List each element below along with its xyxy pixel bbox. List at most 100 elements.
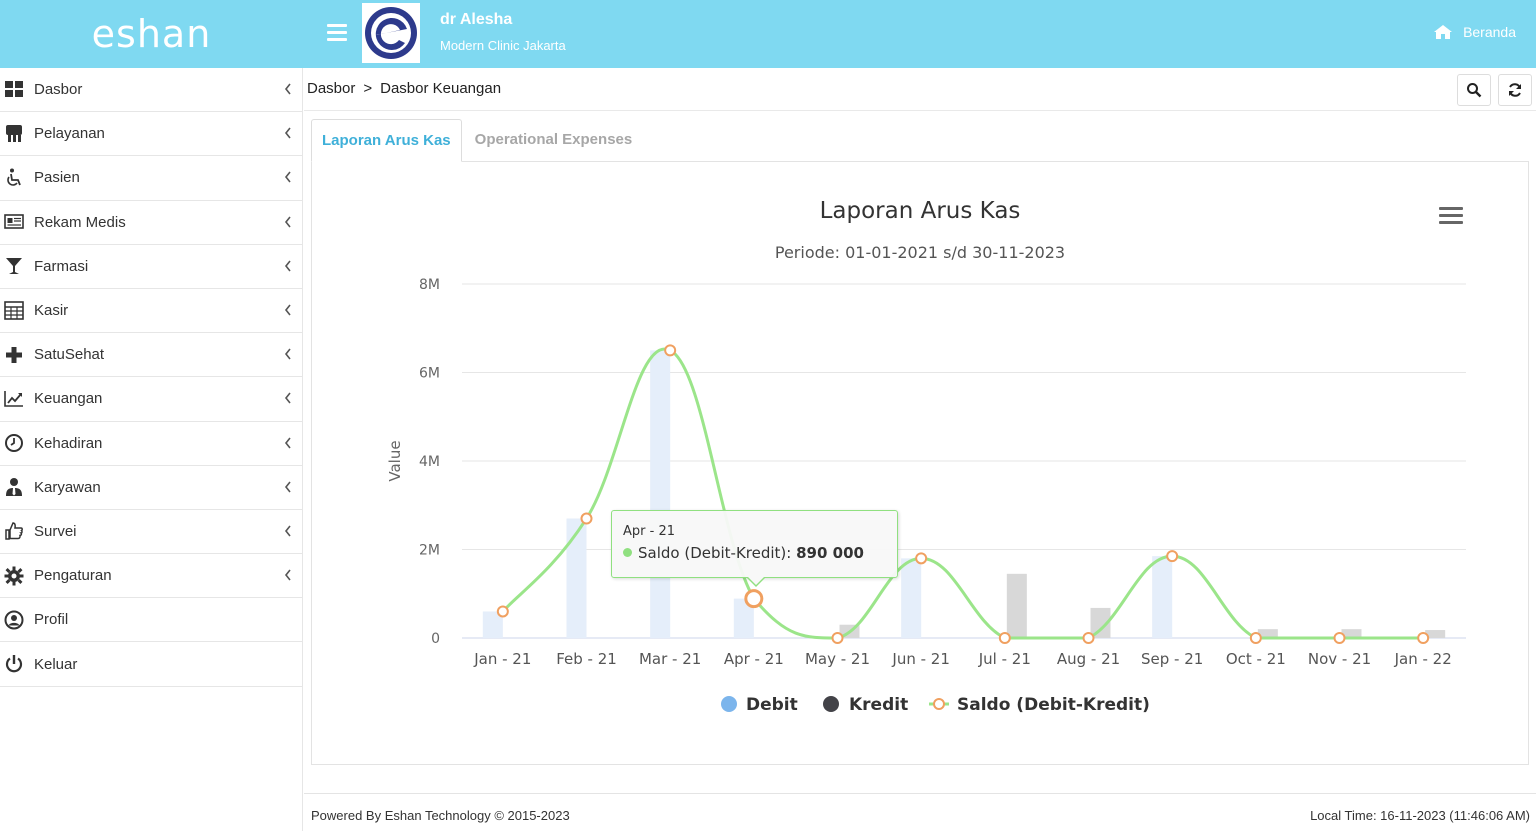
sidebar-item-label: Dasbor bbox=[34, 81, 83, 99]
sidebar-item-dasbor[interactable]: Dasbor bbox=[0, 68, 302, 113]
dashboard-icon bbox=[0, 80, 34, 100]
chevron-left-icon bbox=[284, 348, 291, 360]
bar-debit bbox=[733, 598, 754, 638]
chevron-left-icon bbox=[284, 83, 291, 95]
home-label: Beranda bbox=[1463, 24, 1516, 40]
tooltip-series-dot bbox=[623, 548, 632, 557]
footer-copyright: Powered By Eshan Technology © 2015-2023 bbox=[311, 808, 570, 823]
y-tick-label: 6M bbox=[419, 366, 440, 382]
line-chart-icon bbox=[0, 389, 34, 409]
bar-kredit bbox=[1006, 573, 1027, 638]
brand-logo[interactable]: eshan bbox=[91, 12, 212, 56]
chart-subtitle: Periode: 01-01-2021 s/d 30-11-2023 bbox=[775, 243, 1065, 262]
sidebar-item-keuangan[interactable]: Keuangan bbox=[0, 377, 302, 422]
home-link[interactable]: Beranda bbox=[1433, 24, 1516, 40]
sidebar-item-rekam-medis[interactable]: Rekam Medis bbox=[0, 201, 302, 245]
wheelchair-icon bbox=[0, 168, 34, 188]
chevron-left-icon bbox=[284, 525, 291, 537]
search-icon bbox=[1467, 83, 1482, 98]
service-icon bbox=[0, 124, 34, 144]
x-tick-label: Apr - 21 bbox=[724, 650, 784, 668]
x-tick-label: May - 21 bbox=[805, 650, 870, 668]
x-tick-label: Sep - 21 bbox=[1141, 650, 1203, 668]
x-tick-label: Feb - 21 bbox=[556, 650, 617, 668]
x-tick-label: Mar - 21 bbox=[639, 650, 701, 668]
chevron-left-icon bbox=[284, 216, 291, 228]
sidebar-item-kehadiran[interactable]: Kehadiran bbox=[0, 422, 302, 466]
sidebar-item-keluar[interactable]: Keluar bbox=[0, 642, 302, 687]
saldo-point bbox=[1082, 632, 1095, 644]
sidebar-item-survei[interactable]: Survei bbox=[0, 510, 302, 555]
legend-kredit-label: Kredit bbox=[849, 695, 908, 715]
saldo-point bbox=[1417, 632, 1430, 644]
x-tick-label: Nov - 21 bbox=[1308, 650, 1371, 668]
tab-laporan-arus-kas[interactable]: Laporan Arus Kas bbox=[311, 119, 462, 162]
y-tick-label: 4M bbox=[419, 454, 440, 470]
user-tie-icon bbox=[0, 477, 34, 497]
sidebar-item-label: Kasir bbox=[34, 302, 69, 320]
bar-kredit bbox=[1341, 629, 1362, 638]
footer-local-time: Local Time: 16-11-2023 (11:46:06 AM) bbox=[1310, 808, 1530, 823]
chevron-left-icon bbox=[284, 481, 291, 493]
bar-debit bbox=[901, 558, 922, 638]
calculator-icon bbox=[0, 300, 34, 321]
sidebar-item-karyawan[interactable]: Karyawan bbox=[0, 466, 302, 510]
tooltip-value: 890 000 bbox=[796, 544, 864, 562]
sidebar-item-satusehat[interactable]: SatuSehat bbox=[0, 333, 302, 378]
legend-debit-label: Debit bbox=[746, 695, 798, 715]
chevron-left-icon bbox=[284, 304, 291, 316]
breadcrumb-current: Dasbor Keuangan bbox=[380, 80, 502, 97]
chart-menu-icon bbox=[1439, 207, 1463, 210]
saldo-point bbox=[664, 344, 677, 357]
bar-debit bbox=[566, 518, 587, 638]
sidebar-item-pasien[interactable]: Pasien bbox=[0, 156, 302, 201]
sidebar-item-pelayanan[interactable]: Pelayanan bbox=[0, 112, 302, 157]
tab-operational-expenses[interactable]: Operational Expenses bbox=[474, 131, 633, 148]
sidebar-item-label: Survei bbox=[34, 522, 77, 540]
breadcrumb-root[interactable]: Dasbor bbox=[307, 80, 356, 97]
breadcrumb: Dasbor > Dasbor Keuangan bbox=[307, 80, 501, 97]
chevron-left-icon bbox=[284, 260, 291, 272]
sidebar-item-kasir[interactable]: Kasir bbox=[0, 289, 302, 334]
bar-debit bbox=[1152, 556, 1173, 638]
legend-saldo-label: Saldo (Debit-Kredit) bbox=[957, 695, 1150, 715]
chart-tooltip: Apr - 21 Saldo (Debit-Kredit): 890 000 bbox=[611, 510, 898, 587]
y-tick-label: 8M bbox=[419, 277, 440, 293]
menu-toggle-icon[interactable] bbox=[327, 24, 347, 42]
search-button[interactable] bbox=[1457, 74, 1491, 106]
sidebar-item-label: Farmasi bbox=[34, 257, 89, 275]
x-tick-label: Jan - 22 bbox=[1394, 650, 1452, 668]
sidebar-item-label: Pasien bbox=[34, 169, 80, 187]
sidebar-item-label: Pelayanan bbox=[34, 125, 105, 143]
plus-icon bbox=[0, 345, 34, 365]
chart-menu-icon bbox=[1439, 214, 1463, 217]
sidebar-item-pengaturan[interactable]: Pengaturan bbox=[0, 554, 302, 599]
sidebar-item-label: Kehadiran bbox=[34, 434, 103, 452]
user-name: dr Alesha bbox=[440, 11, 513, 28]
saldo-point bbox=[1166, 550, 1179, 563]
tooltip-body: Saldo (Debit-Kredit): 890 000 bbox=[623, 544, 864, 562]
refresh-button[interactable] bbox=[1498, 74, 1532, 106]
clinic-name: Modern Clinic Jakarta bbox=[440, 38, 566, 53]
glass-icon bbox=[0, 256, 34, 276]
sidebar-item-label: SatuSehat bbox=[34, 346, 105, 364]
x-tick-label: Jan - 21 bbox=[473, 650, 531, 668]
bar-kredit bbox=[1090, 607, 1111, 638]
chevron-left-icon bbox=[284, 392, 291, 404]
chart-panel: Laporan Arus Kas Periode: 01-01-2021 s/d … bbox=[311, 161, 1529, 765]
tooltip-series: Saldo (Debit-Kredit) bbox=[638, 544, 787, 562]
bar-kredit bbox=[1425, 630, 1446, 638]
legend-saldo-swatch bbox=[933, 698, 945, 710]
sidebar-item-farmasi[interactable]: Farmasi bbox=[0, 245, 302, 289]
user-circle-icon bbox=[0, 610, 34, 630]
thumbs-up-icon bbox=[0, 521, 34, 541]
saldo-point bbox=[915, 552, 928, 565]
saldo-point bbox=[580, 512, 593, 525]
chart-menu-icon bbox=[1439, 221, 1463, 224]
saldo-point bbox=[744, 589, 764, 609]
newspaper-icon bbox=[0, 212, 34, 232]
sidebar-item-profil[interactable]: Profil bbox=[0, 598, 302, 643]
sidebar: Dasbor Pelayanan Pasien Rekam Medis Farmasi K… bbox=[0, 68, 303, 831]
y-axis-label: Value bbox=[386, 440, 404, 481]
x-tick-label: Jun - 21 bbox=[891, 650, 949, 668]
